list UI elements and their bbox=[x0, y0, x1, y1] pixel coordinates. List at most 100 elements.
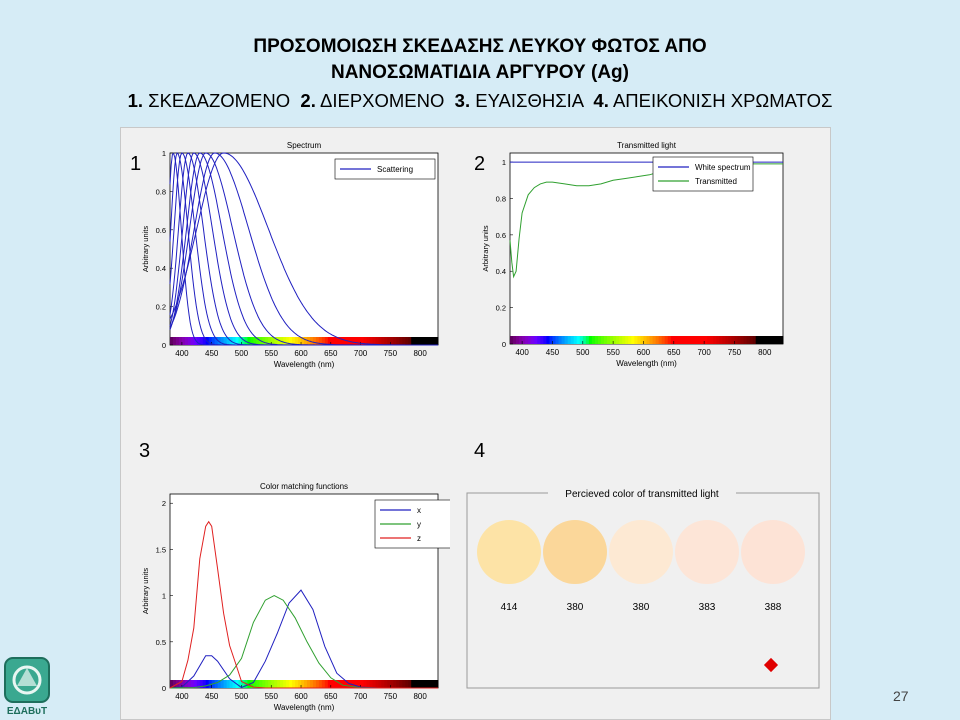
spectrum-spectrum-strip bbox=[199, 337, 204, 345]
transmitted-spectrum-strip bbox=[770, 336, 775, 344]
transmitted-spectrum-strip bbox=[522, 336, 526, 344]
spectrum-spectrum-strip bbox=[318, 337, 323, 345]
cmf-ytick-label: 1 bbox=[162, 592, 166, 601]
percieved-color-swatch bbox=[543, 520, 607, 584]
cmf-spectrum-strip bbox=[286, 680, 290, 688]
transmitted-spectrum-strip bbox=[673, 336, 678, 344]
cmf-spectrum-strip bbox=[423, 680, 427, 688]
spectrum-spectrum-strip bbox=[384, 337, 388, 345]
spectrum-spectrum-strip bbox=[372, 337, 376, 345]
spectrum-spectrum-strip bbox=[172, 337, 177, 345]
transmitted-spectrum-strip bbox=[767, 336, 772, 344]
percieved-swatch-label: 388 bbox=[765, 602, 782, 613]
cmf-spectrum-strip bbox=[304, 680, 308, 688]
spectrum-spectrum-strip bbox=[315, 337, 320, 345]
transmitted-spectrum-strip bbox=[516, 336, 520, 344]
spectrum-spectrum-strip bbox=[271, 337, 275, 345]
slide-title-line2: ΝΑΝΟΣΩΜΑΤΙΔΙΑ ΑΡΓΥΡΟΥ (Ag) bbox=[330, 62, 629, 83]
spectrum-spectrum-strip bbox=[208, 337, 213, 345]
percieved-color-swatch bbox=[741, 520, 805, 584]
cmf-spectrum-strip bbox=[432, 680, 436, 688]
transmitted-spectrum-strip bbox=[573, 336, 578, 344]
cmf-spectrum-strip bbox=[414, 680, 418, 688]
cmf-spectrum-strip bbox=[193, 680, 198, 688]
cmf-spectrum-strip bbox=[351, 680, 356, 688]
cmf-spectrum-strip bbox=[190, 680, 195, 688]
spectrum-spectrum-strip bbox=[390, 337, 394, 345]
transmitted-ytick-label: 0.2 bbox=[496, 304, 506, 313]
transmitted-spectrum-strip bbox=[552, 336, 556, 344]
spectrum-spectrum-strip bbox=[417, 337, 421, 345]
cmf-spectrum-strip bbox=[372, 680, 376, 688]
panel-number-4: 4 bbox=[474, 440, 486, 462]
cmf-spectrum-strip bbox=[301, 680, 305, 688]
spectrum-spectrum-strip bbox=[268, 337, 272, 345]
cmf-spectrum-strip bbox=[366, 680, 371, 688]
spectrum-spectrum-strip bbox=[286, 337, 290, 345]
transmitted-spectrum-strip bbox=[661, 336, 666, 344]
spectrum-xtick-label: 500 bbox=[235, 349, 249, 358]
spectrum-spectrum-strip bbox=[414, 337, 418, 345]
cmf-ytick-label: 0.5 bbox=[156, 638, 166, 647]
cmf-spectrum-strip bbox=[250, 680, 254, 688]
spectrum-spectrum-strip bbox=[405, 337, 409, 345]
cmf-spectrum-strip bbox=[274, 680, 278, 688]
spectrum-spectrum-strip bbox=[283, 337, 287, 345]
panel-number-3: 3 bbox=[139, 440, 151, 462]
transmitted-xtick-label: 450 bbox=[546, 348, 560, 357]
transmitted-xtick-label: 550 bbox=[606, 348, 620, 357]
spectrum-spectrum-strip bbox=[354, 337, 359, 345]
transmitted-xlabel: Wavelength (nm) bbox=[616, 359, 677, 368]
cmf-xtick-label: 750 bbox=[384, 692, 398, 701]
spectrum-spectrum-strip bbox=[220, 337, 225, 345]
spectrum-spectrum-strip bbox=[393, 337, 397, 345]
transmitted-xtick-label: 400 bbox=[515, 348, 529, 357]
cmf-spectrum-strip bbox=[354, 680, 359, 688]
spectrum-spectrum-strip bbox=[170, 337, 174, 345]
transmitted-spectrum-strip bbox=[576, 336, 581, 344]
transmitted-spectrum-strip bbox=[743, 336, 748, 344]
spectrum-spectrum-strip bbox=[217, 337, 222, 345]
spectrum-spectrum-strip bbox=[336, 337, 341, 345]
transmitted-spectrum-strip bbox=[713, 336, 717, 344]
cmf-spectrum-strip bbox=[345, 680, 350, 688]
subtitle-text-4: ΑΠΕΙΚΟΝΙΣΗ ΧΡΩΜΑΤΟΣ bbox=[608, 90, 833, 111]
cmf-spectrum-strip bbox=[399, 680, 403, 688]
transmitted-spectrum-strip bbox=[664, 336, 669, 344]
spectrum-spectrum-strip bbox=[274, 337, 278, 345]
cmf-xtick-label: 400 bbox=[175, 692, 189, 701]
spectrum-spectrum-strip bbox=[351, 337, 356, 345]
cmf-legend-label: x bbox=[417, 506, 421, 515]
cmf-spectrum-strip bbox=[259, 680, 263, 688]
spectrum-spectrum-strip bbox=[378, 337, 382, 345]
cmf-xtick-label: 650 bbox=[324, 692, 338, 701]
transmitted-spectrum-strip bbox=[546, 336, 550, 344]
spectrum-spectrum-strip bbox=[262, 337, 266, 345]
transmitted-spectrum-strip bbox=[622, 336, 626, 344]
cmf-spectrum-strip bbox=[405, 680, 409, 688]
cmf-spectrum-strip bbox=[390, 680, 394, 688]
spectrum-spectrum-strip bbox=[402, 337, 406, 345]
cmf-spectrum-strip bbox=[318, 680, 323, 688]
cmf-spectrum-strip bbox=[205, 680, 210, 688]
transmitted-spectrum-strip bbox=[737, 336, 742, 344]
panel-number-2: 2 bbox=[474, 153, 486, 175]
cmf-ylabel: Arbitrary units bbox=[141, 568, 150, 615]
transmitted-spectrum-strip bbox=[601, 336, 605, 344]
transmitted-spectrum-strip bbox=[640, 336, 644, 344]
spectrum-spectrum-strip bbox=[280, 337, 284, 345]
subtitle-num-3: 3. bbox=[454, 90, 471, 111]
cmf-spectrum-strip bbox=[196, 680, 201, 688]
cmf-spectrum-strip bbox=[202, 680, 207, 688]
transmitted-spectrum-strip bbox=[722, 336, 726, 344]
transmitted-spectrum-strip bbox=[570, 336, 575, 344]
cmf-spectrum-strip bbox=[384, 680, 388, 688]
transmitted-spectrum-strip bbox=[740, 336, 745, 344]
transmitted-xtick-label: 700 bbox=[697, 348, 711, 357]
cmf-spectrum-strip bbox=[226, 680, 231, 688]
spectrum-spectrum-strip bbox=[295, 337, 299, 345]
cmf-spectrum-strip bbox=[426, 680, 430, 688]
subtitle-text-2: ΔΙΕΡΧΟΜΕΝΟ bbox=[315, 90, 455, 111]
cmf-spectrum-strip bbox=[375, 680, 379, 688]
cmf-xlabel: Wavelength (nm) bbox=[274, 703, 335, 712]
